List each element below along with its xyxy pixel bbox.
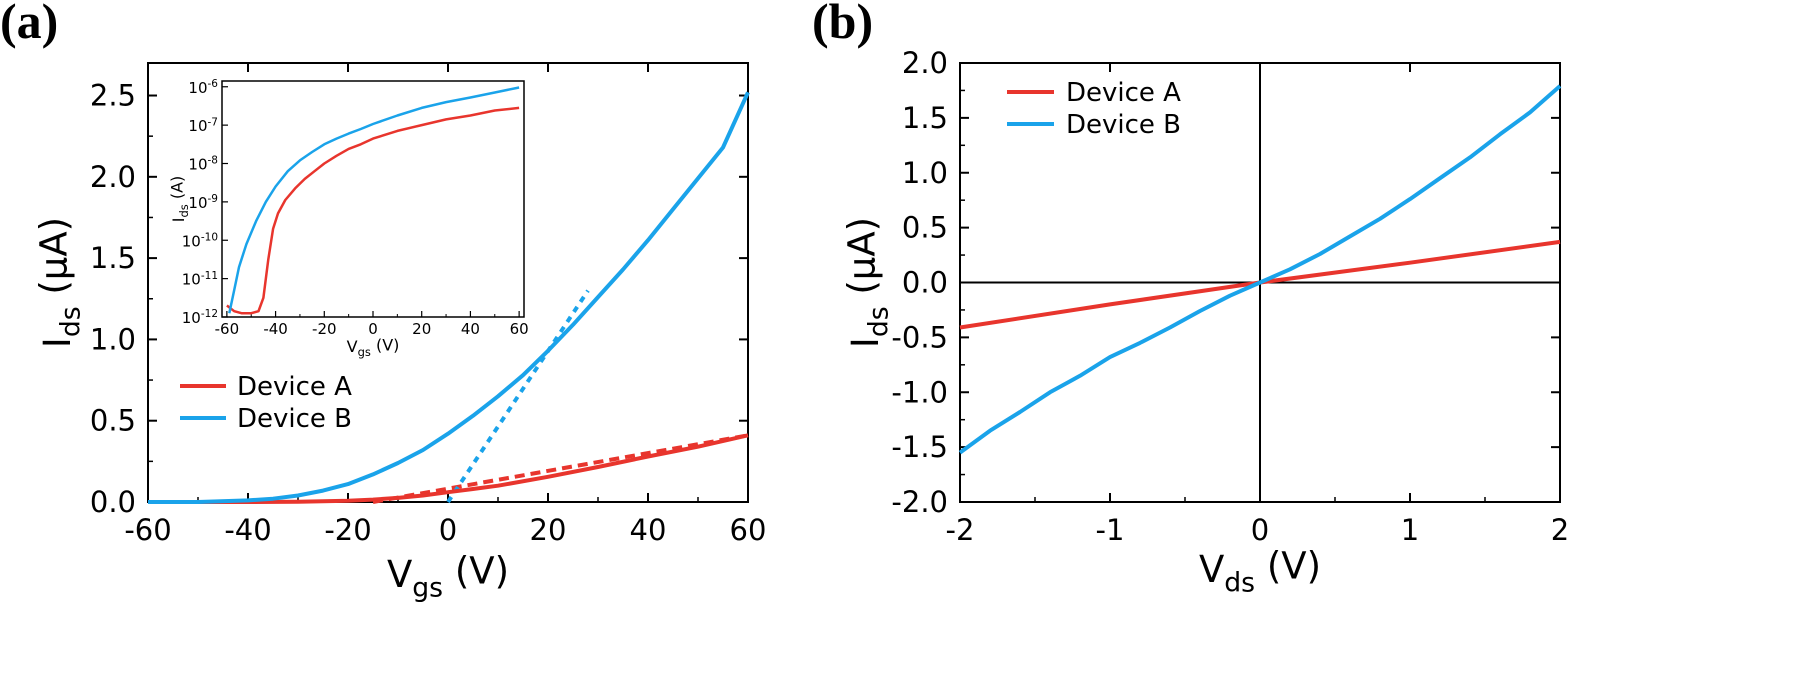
panel-b-ytick-label: 0.5: [902, 211, 948, 245]
panel-a-legend-label: Device A: [237, 372, 352, 402]
inset-ylabel: Ids (A): [167, 176, 191, 223]
panel-b-ylabel: Ids (μA): [840, 217, 894, 348]
panel-a-label: (a): [0, 0, 58, 49]
panel-a-ytick-label: 1.5: [90, 241, 136, 275]
inset-plot: -60 -40 -20 0 20 40 60 10-12 10-11 10-10 10-9 10-8 1…: [167, 78, 528, 359]
panel-b-plot: -2 -1 0 1 2 -2.0 -1.5 -1.0 -0.5 0.0 0.5 1.0 1.5 2.0 Vd…: [840, 46, 1569, 598]
panel-b-ytick-label: 1.0: [902, 156, 948, 190]
panel-b-ytick-label: 1.5: [902, 101, 948, 135]
panel-a-ytick-label: 2.0: [90, 160, 136, 194]
inset-xtick-label: -20: [312, 320, 337, 338]
panel-a-xtick-label: 40: [630, 513, 667, 547]
panel-a-series-line: [148, 433, 749, 504]
inset-ytick-label: 10-9: [188, 193, 218, 212]
panel-b-xtick-label: 2: [1551, 513, 1569, 547]
inset-xtick-label: 0: [368, 320, 378, 338]
panel-b-label: (b): [812, 0, 873, 49]
inset-ytick-label: 10-7: [188, 116, 218, 135]
panel-b-xtick-label: -2: [946, 513, 975, 547]
inset-xlabel: Vgs (V): [347, 335, 400, 359]
panel-a-xtick-label: 60: [730, 513, 767, 547]
panel-a-ytick-label: 1.0: [90, 322, 136, 356]
inset-frame: [221, 80, 525, 318]
panel-a-ytick-label: 0.0: [90, 485, 136, 519]
panel-a-ytick-label: 2.5: [90, 79, 136, 113]
panel-b-xtick-label: 0: [1251, 513, 1269, 547]
inset-ytick-label: 10-6: [188, 78, 218, 97]
panel-b-ytick-label: -1.0: [891, 375, 948, 409]
inset-xtick-label: -40: [263, 320, 288, 338]
panel-a-xtick-label: -20: [324, 513, 371, 547]
inset-xtick-label: 20: [412, 320, 431, 338]
panel-a-legend-label: Device B: [237, 404, 352, 434]
panel-b-ytick-label: -1.5: [891, 430, 948, 464]
panel-a-series-line: [148, 91, 750, 504]
inset-ytick-label: 10-10: [182, 231, 218, 250]
panel-a-plot: -60 -40 -20 0 20 40 60 0.0 0.5 1.0 1.5 2.0 2.5 Vgs (V…: [32, 62, 767, 603]
panel-a-xlabel: Vgs (V): [387, 549, 509, 603]
panel-a-xtick-label: 20: [530, 513, 567, 547]
panel-b-xtick-label: 1: [1401, 513, 1419, 547]
inset-xtick-label: 60: [510, 320, 529, 338]
panel-b-xlabel: Vds (V): [1199, 544, 1321, 598]
panel-b-legend-label: Device B: [1066, 110, 1181, 140]
panel-b-ytick-label: -0.5: [891, 320, 948, 354]
panel-b-ytick-label: 2.0: [902, 46, 948, 80]
panel-a-xtick-label: -40: [224, 513, 271, 547]
panel-b-series-line: [958, 84, 1562, 455]
inset-ytick-label: 10-8: [188, 155, 218, 174]
panel-a-ytick-label: 0.5: [90, 404, 136, 438]
inset-xtick-label: 40: [461, 320, 480, 338]
inset-xtick-label: -60: [215, 320, 240, 338]
panel-b-xtick-label: -1: [1096, 513, 1125, 547]
inset-ytick-label: 10-12: [182, 308, 218, 327]
panel-b-ytick-label: -2.0: [891, 485, 948, 519]
panel-a-xtick-label: -60: [124, 513, 171, 547]
panel-a-ylabel: Ids (μA): [32, 217, 86, 348]
inset-series-line: [226, 106, 520, 315]
panel-b-legend-label: Device A: [1066, 78, 1181, 108]
panel-b-ytick-label: 0.0: [902, 266, 948, 300]
inset-series-line: [228, 86, 520, 314]
inset-ytick-label: 10-11: [182, 270, 218, 289]
panel-a-xtick-label: 0: [439, 513, 457, 547]
